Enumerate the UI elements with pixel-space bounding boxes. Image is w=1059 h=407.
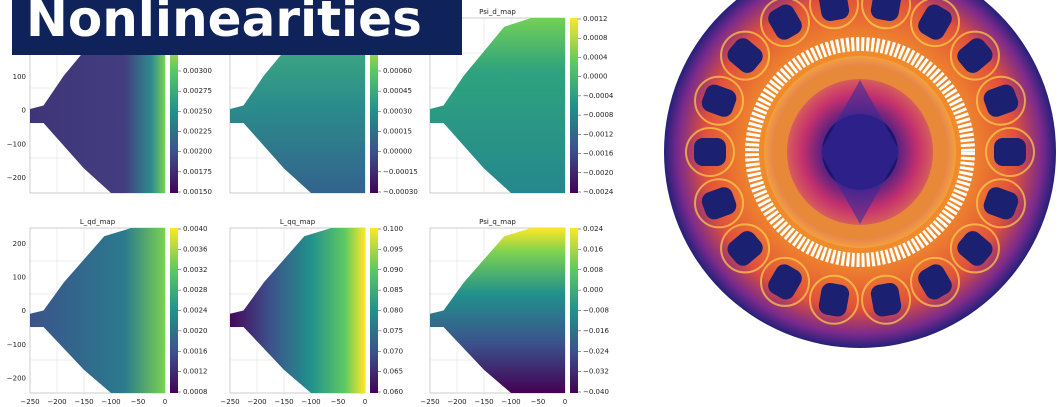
page: 0.003000.002750.002500.002250.002000.001… <box>0 0 1059 407</box>
y-tick-label: −200 <box>7 174 26 182</box>
x-tick-label: −200 <box>47 398 66 406</box>
colorbar-tick-label: 0.075 <box>383 327 403 335</box>
colorbar-tick-label: 0.00000 <box>383 148 412 156</box>
figure: 0.003000.002750.002500.002250.002000.001… <box>0 0 1059 407</box>
y-tick-label: 200 <box>13 240 26 248</box>
colorbar-tick-label: 0.090 <box>383 266 403 274</box>
x-tick-label: −50 <box>131 398 146 406</box>
colorbar-tick-label: 0.085 <box>383 286 403 294</box>
colorbar-tick-label: −0.0012 <box>583 130 613 138</box>
colorbar-tick-label: −0.0004 <box>583 92 614 100</box>
colorbar-tick-label: −0.040 <box>583 388 609 396</box>
colorbar-tick-label: 0.00275 <box>183 87 212 95</box>
x-tick-label: −250 <box>220 398 239 406</box>
colorbar-tick-label: 0.00015 <box>383 128 412 136</box>
panel-title: L_qq_map <box>280 218 316 226</box>
colorbar-tick-label: 0.0024 <box>183 307 208 315</box>
colorbar-tick-label: 0.00030 <box>383 107 412 115</box>
colorbar-tick-label: −0.024 <box>583 347 609 355</box>
colorbar-tick-label: 0.024 <box>583 225 604 233</box>
colorbar-tick-label: 0.0040 <box>183 225 208 233</box>
colorbar-tick-label: 0.100 <box>383 225 403 233</box>
colorbar-tick-label: 0.0032 <box>183 266 208 274</box>
colorbar-tick-label: 0.0012 <box>183 368 208 376</box>
colorbar-tick-label: 0.00250 <box>183 107 212 115</box>
colorbar-tick-label: 0.0016 <box>183 347 208 355</box>
x-tick-label: 0 <box>563 398 567 406</box>
x-tick-label: −100 <box>101 398 120 406</box>
colorbar-tick-label: −0.016 <box>583 327 609 335</box>
x-tick-label: −250 <box>420 398 439 406</box>
colorbar-tick-label: 0.016 <box>583 245 604 253</box>
colorbar <box>170 228 178 393</box>
x-tick-label: −200 <box>447 398 466 406</box>
contour-panel: Psi_q_map 0.024 0.016 0.008 0.000 −0.008 −0.01… <box>420 218 609 406</box>
colorbar-tick-label: 0.0012 <box>583 15 608 23</box>
panel-title: L_qd_map <box>80 218 116 226</box>
y-tick-label: 0 <box>22 107 26 115</box>
colorbar-tick-label: 0.060 <box>383 388 403 396</box>
colorbar-tick-label: 0.070 <box>383 347 403 355</box>
colorbar-tick-label: 0.008 <box>583 266 603 274</box>
colorbar-tick-label: 0.00200 <box>183 148 212 156</box>
x-tick-label: 0 <box>363 398 367 406</box>
colorbar-tick-label: 0.0020 <box>183 327 208 335</box>
x-tick-label: −150 <box>274 398 293 406</box>
colorbar-tick-label: −0.0020 <box>583 169 613 177</box>
colorbar-tick-label: 0.00060 <box>383 67 412 75</box>
colorbar-tick-label: 0.0028 <box>183 286 208 294</box>
y-tick-label: −200 <box>7 374 26 382</box>
x-tick-label: −150 <box>474 398 493 406</box>
colorbar-tick-label: −0.008 <box>583 307 609 315</box>
colorbar <box>570 228 578 393</box>
x-tick-label: −250 <box>20 398 39 406</box>
y-tick-label: −100 <box>7 341 26 349</box>
colorbar-tick-label: 0.00175 <box>183 168 212 176</box>
colorbar-tick-label: 0.0008 <box>183 388 208 396</box>
contour-panel: L_qq_map 0.100 0.095 0.090 0.085 0.080 0.075 0.… <box>220 218 403 406</box>
x-tick-label: −50 <box>531 398 546 406</box>
colorbar-tick-label: −0.00030 <box>383 188 418 196</box>
slide-title: Nonlinearities <box>12 0 462 55</box>
plots: 0.003000.002750.002500.002250.002000.001… <box>7 8 614 406</box>
colorbar-tick-label: −0.0008 <box>583 111 613 119</box>
panel-title: Psi_d_map <box>479 8 516 16</box>
colorbar-tick-label: 0.095 <box>383 245 403 253</box>
x-tick-label: −100 <box>501 398 520 406</box>
contour-panel: L_qd_map 0.0040 0.0036 0.0032 0.0028 0.0024 0.… <box>7 218 208 406</box>
motor-field-image <box>664 0 1056 348</box>
colorbar <box>370 228 378 393</box>
stator-slot <box>994 138 1026 166</box>
colorbar-tick-label: 0.000 <box>583 286 603 294</box>
y-tick-label: 0 <box>22 307 26 315</box>
colorbar-tick-label: 0.00150 <box>183 188 212 196</box>
colorbar-tick-label: 0.00300 <box>183 67 212 75</box>
y-tick-label: −100 <box>7 140 26 148</box>
stator-slot <box>694 138 726 166</box>
colorbar-tick-label: 0.080 <box>383 307 403 315</box>
y-tick-label: 100 <box>13 73 26 81</box>
colorbar-tick-label: 0.0036 <box>183 245 208 253</box>
x-tick-label: −150 <box>74 398 93 406</box>
colorbar-tick-label: 0.00045 <box>383 87 412 95</box>
colorbar-tick-label: −0.032 <box>583 368 609 376</box>
panel-title: Psi_q_map <box>479 218 516 226</box>
colorbar-tick-label: 0.065 <box>383 368 403 376</box>
colorbar <box>570 18 578 193</box>
colorbar-tick-label: 0.0000 <box>583 73 608 81</box>
colorbar-tick-label: 0.00225 <box>183 128 212 136</box>
x-tick-label: 0 <box>163 398 167 406</box>
y-tick-label: 100 <box>13 274 26 282</box>
x-tick-label: −200 <box>247 398 266 406</box>
x-tick-label: −100 <box>301 398 320 406</box>
colorbar-tick-label: 0.0008 <box>583 34 608 42</box>
colorbar-tick-label: −0.0024 <box>583 188 614 196</box>
colorbar-tick-label: −0.0016 <box>583 150 614 158</box>
x-tick-label: −50 <box>331 398 346 406</box>
colorbar-tick-label: −0.00015 <box>383 168 418 176</box>
colorbar-tick-label: 0.0004 <box>583 53 608 61</box>
